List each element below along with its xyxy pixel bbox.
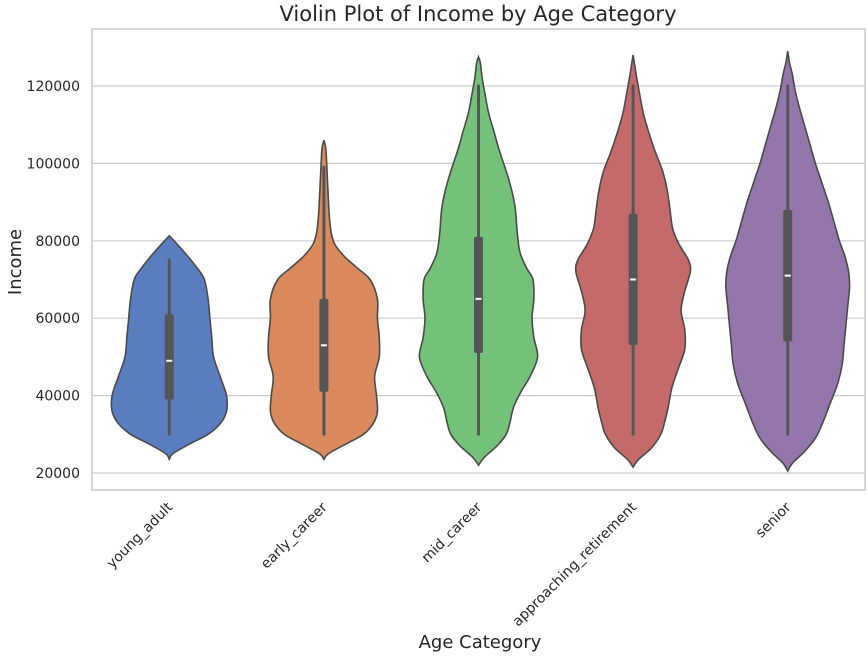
x-tick-label: approaching_retirement: [510, 499, 641, 630]
x-tick-label: young_adult: [104, 499, 177, 572]
y-tick-label: 120000: [27, 79, 80, 95]
violin-senior: [725, 51, 851, 473]
x-tick-label: senior: [753, 499, 795, 541]
violin-mid_career: [418, 54, 539, 467]
violin-iqr-box: [474, 236, 483, 354]
violin-early_career: [267, 139, 381, 461]
y-tick-label: 100000: [27, 156, 80, 172]
x-tick-label: mid_career: [419, 499, 486, 566]
y-tick-label: 40000: [35, 389, 80, 405]
plot-frame: [91, 28, 866, 491]
y-tick-labels: 20000 40000 60000 80000 100000 120000: [27, 79, 80, 482]
x-axis-label: Age Category: [419, 632, 542, 653]
x-tick-labels: young_adult early_career mid_career approac…: [104, 499, 795, 630]
violin-iqr-box: [164, 314, 174, 400]
y-tick-label: 80000: [35, 234, 80, 250]
y-tick-label: 60000: [35, 311, 80, 327]
y-tick-label: 20000: [35, 466, 80, 482]
y-axis-label: Income: [5, 229, 26, 295]
violin-young_adult: [110, 234, 229, 461]
violin-approaching_retirement: [574, 54, 692, 469]
chart-title: Violin Plot of Income by Age Category: [279, 2, 676, 26]
x-tick-label: early_career: [258, 499, 331, 572]
violins: [110, 51, 851, 473]
